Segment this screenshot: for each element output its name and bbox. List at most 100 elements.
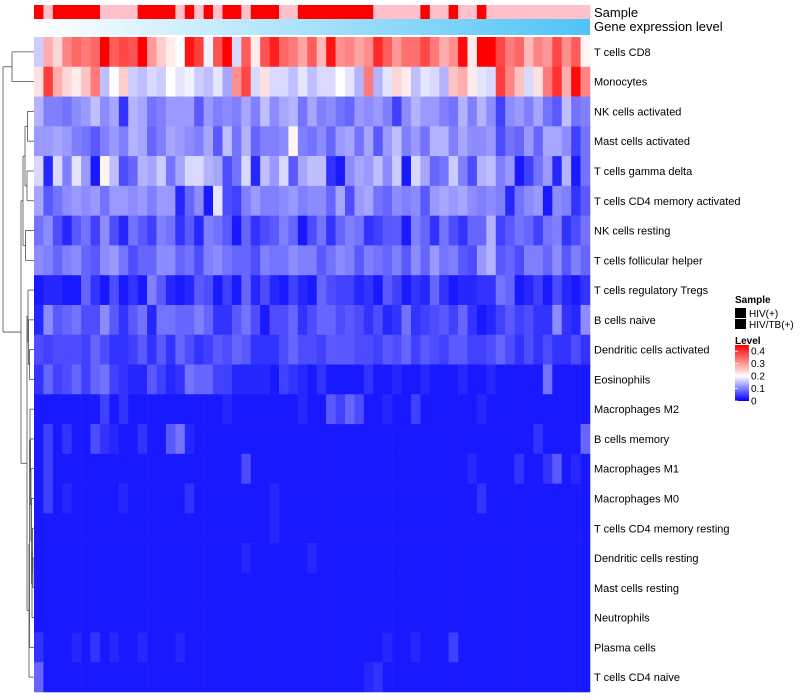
heatmap-cell — [439, 334, 449, 365]
heatmap-cell — [71, 37, 82, 68]
heatmap-cell — [52, 304, 63, 336]
heatmap-cell — [231, 543, 242, 574]
heatmap-cell — [184, 126, 195, 157]
heatmap-cell — [514, 66, 525, 97]
heatmap-cell — [288, 215, 299, 246]
heatmap-cell — [165, 66, 176, 97]
heatmap-cell — [561, 483, 572, 514]
heatmap-cell — [279, 96, 289, 127]
heatmap-cell — [194, 334, 204, 365]
heatmap-cell — [260, 96, 270, 127]
heatmap-cell — [34, 275, 44, 306]
heatmap-cell — [213, 662, 223, 693]
heatmap-cell — [373, 215, 383, 246]
row-label: T cells CD4 naive — [594, 672, 680, 684]
heatmap-cell — [571, 424, 581, 455]
heatmap-cell — [495, 334, 506, 365]
heatmap-cell — [175, 662, 186, 693]
heatmap-cell — [580, 662, 591, 693]
heatmap-cell — [34, 602, 44, 633]
sample-annotation-cell — [297, 5, 308, 19]
heatmap-cell — [533, 37, 544, 68]
heatmap-cell — [62, 304, 72, 336]
heatmap-cell — [307, 126, 318, 157]
heatmap-cell — [62, 185, 72, 216]
heatmap-cell — [429, 275, 440, 306]
heatmap-cell — [184, 156, 195, 187]
row-label: T cells CD4 memory resting — [594, 523, 730, 535]
heatmap-cell — [552, 334, 563, 365]
heatmap-cell — [109, 424, 120, 455]
heatmap-cell — [71, 424, 82, 455]
heatmap-cell — [231, 334, 242, 365]
heatmap-cell — [279, 543, 289, 574]
heatmap-cell — [297, 37, 308, 68]
heatmap-cell — [34, 156, 44, 187]
heatmap-cell — [213, 304, 223, 336]
sample-annotation-cell — [184, 5, 195, 19]
heatmap-cell — [71, 215, 82, 246]
heatmap-cell — [118, 662, 129, 693]
heatmap-cell — [109, 513, 120, 544]
heatmap-cell — [137, 215, 148, 246]
heatmap-cell — [137, 185, 148, 216]
heatmap-cell — [269, 662, 280, 693]
heatmap-cell — [279, 572, 289, 603]
heatmap-cell — [307, 215, 318, 246]
heatmap-cell — [147, 364, 157, 395]
heatmap-cell — [429, 424, 440, 455]
heatmap-cell — [128, 66, 138, 97]
heatmap-cell — [194, 632, 204, 663]
heatmap-cell — [34, 513, 44, 544]
heatmap-cell — [184, 185, 195, 216]
heatmap-cell — [175, 424, 186, 455]
heatmap-cell — [288, 662, 299, 693]
heatmap-cell — [231, 513, 242, 544]
heatmap-cell — [373, 632, 383, 663]
heatmap-cell — [476, 304, 487, 336]
heatmap-cell — [363, 602, 374, 633]
heatmap-cell — [269, 304, 280, 336]
heatmap-cell — [495, 572, 506, 603]
heatmap-cell — [467, 215, 478, 246]
heatmap-cell — [514, 424, 525, 455]
heatmap-cell — [542, 364, 553, 395]
sample-annotation-cell — [43, 5, 54, 19]
heatmap-cell — [147, 424, 157, 455]
heatmap-cell — [326, 96, 336, 127]
heatmap-cell — [363, 275, 374, 306]
heatmap-cell — [335, 126, 346, 157]
heatmap-cell — [203, 453, 214, 484]
heatmap-cell — [288, 453, 299, 484]
heatmap-cell — [458, 662, 468, 693]
heatmap-cell — [420, 394, 431, 425]
heatmap-cell — [542, 483, 553, 514]
heatmap-cell — [344, 602, 355, 633]
heatmap-cell — [297, 572, 308, 603]
heatmap-cell — [194, 394, 204, 425]
heatmap-cell — [81, 245, 91, 276]
heatmap-cell — [34, 453, 44, 484]
heatmap-cell — [241, 424, 252, 455]
heatmap-cell — [533, 364, 544, 395]
heatmap-cell — [165, 334, 176, 365]
heatmap-cell — [175, 215, 186, 246]
sample-annotation-cell — [250, 5, 261, 19]
heatmap-cell — [241, 453, 252, 484]
gene-expression-track-label: Gene expression level — [594, 19, 723, 34]
heatmap-cell — [71, 275, 82, 306]
heatmap-cell — [90, 602, 101, 633]
heatmap-cell — [250, 275, 261, 306]
heatmap-cell — [52, 275, 63, 306]
heatmap-cell — [495, 275, 506, 306]
heatmap-cell — [533, 424, 544, 455]
heatmap-cell — [288, 364, 299, 395]
heatmap-cell — [354, 185, 365, 216]
heatmap-cell — [458, 602, 468, 633]
heatmap-cell — [392, 66, 402, 97]
heatmap-cell — [288, 304, 299, 336]
sample-annotation-cell — [335, 5, 346, 19]
heatmap-cell — [99, 602, 110, 633]
heatmap-cell — [147, 96, 157, 127]
heatmap-cell — [307, 602, 318, 633]
